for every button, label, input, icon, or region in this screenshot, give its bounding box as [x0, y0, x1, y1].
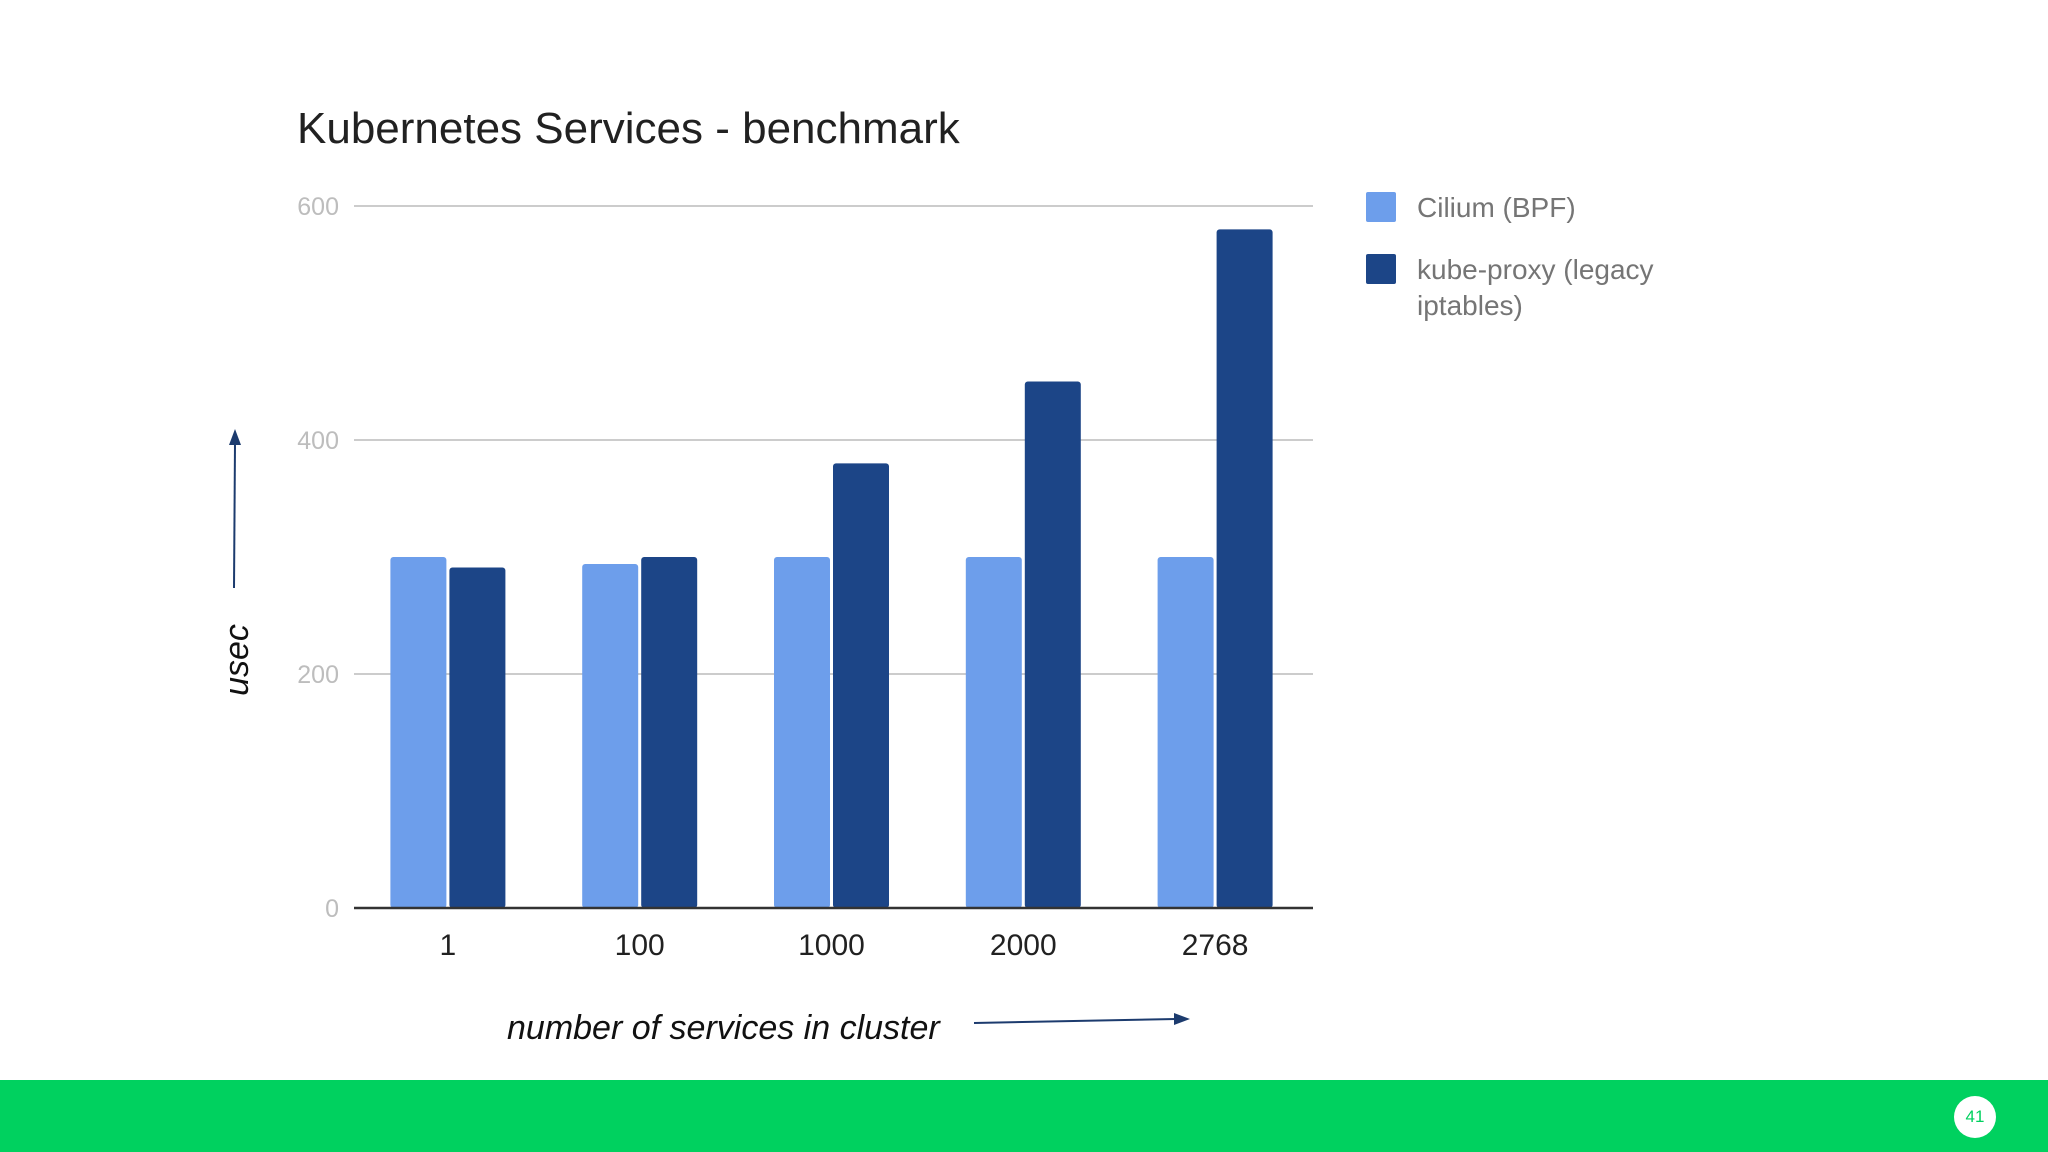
- bar-kube-proxy-1: [449, 567, 506, 908]
- x-category-label: 2000: [990, 929, 1057, 962]
- y-arrow-line: [233, 442, 236, 589]
- bar-cilium-2000: [965, 557, 1022, 908]
- bar-kube-proxy-100: [641, 557, 698, 908]
- bar-kube-proxy-1000: [833, 463, 889, 908]
- x-arrow-line: [973, 1018, 1177, 1024]
- y-tick-label: 400: [297, 427, 339, 455]
- y-arrow-head: [229, 429, 241, 445]
- x-category-label: 2768: [1182, 929, 1249, 962]
- footer-bar: [0, 1080, 2048, 1152]
- bar-kube-proxy-2000: [1024, 381, 1081, 908]
- x-category-label: 100: [615, 929, 665, 962]
- legend-label: Cilium (BPF): [1417, 192, 1576, 223]
- y-tick-label: 0: [325, 895, 339, 923]
- y-axis-caption: usec: [218, 624, 256, 696]
- bar-kube-proxy-2768: [1216, 229, 1273, 908]
- bar-cilium-1: [390, 557, 447, 908]
- legend-label: kube-proxy (legacy iptables): [1417, 254, 1654, 321]
- legend: Cilium (BPF) kube-proxy (legacy iptables): [1366, 192, 1654, 321]
- y-tick-labels: 0 200 400 600: [297, 193, 339, 923]
- legend-swatch: [1366, 254, 1396, 284]
- y-tick-label: 200: [297, 661, 339, 689]
- bar-cilium-100: [582, 564, 639, 908]
- x-arrow-head: [1174, 1013, 1190, 1025]
- bars: [390, 229, 1273, 908]
- bar-cilium-1000: [774, 557, 830, 908]
- x-axis-caption: number of services in cluster: [507, 1009, 941, 1047]
- page-number: 41: [1954, 1096, 1996, 1138]
- x-category-label: 1000: [798, 929, 865, 962]
- x-category-label: 1: [440, 929, 457, 962]
- legend-swatch: [1366, 192, 1396, 222]
- bar-cilium-2768: [1157, 557, 1214, 908]
- y-tick-label: 600: [297, 193, 339, 221]
- chart-title: Kubernetes Services - benchmark: [297, 104, 961, 153]
- x-category-labels: 1 100 1000 2000 2768: [440, 929, 1249, 962]
